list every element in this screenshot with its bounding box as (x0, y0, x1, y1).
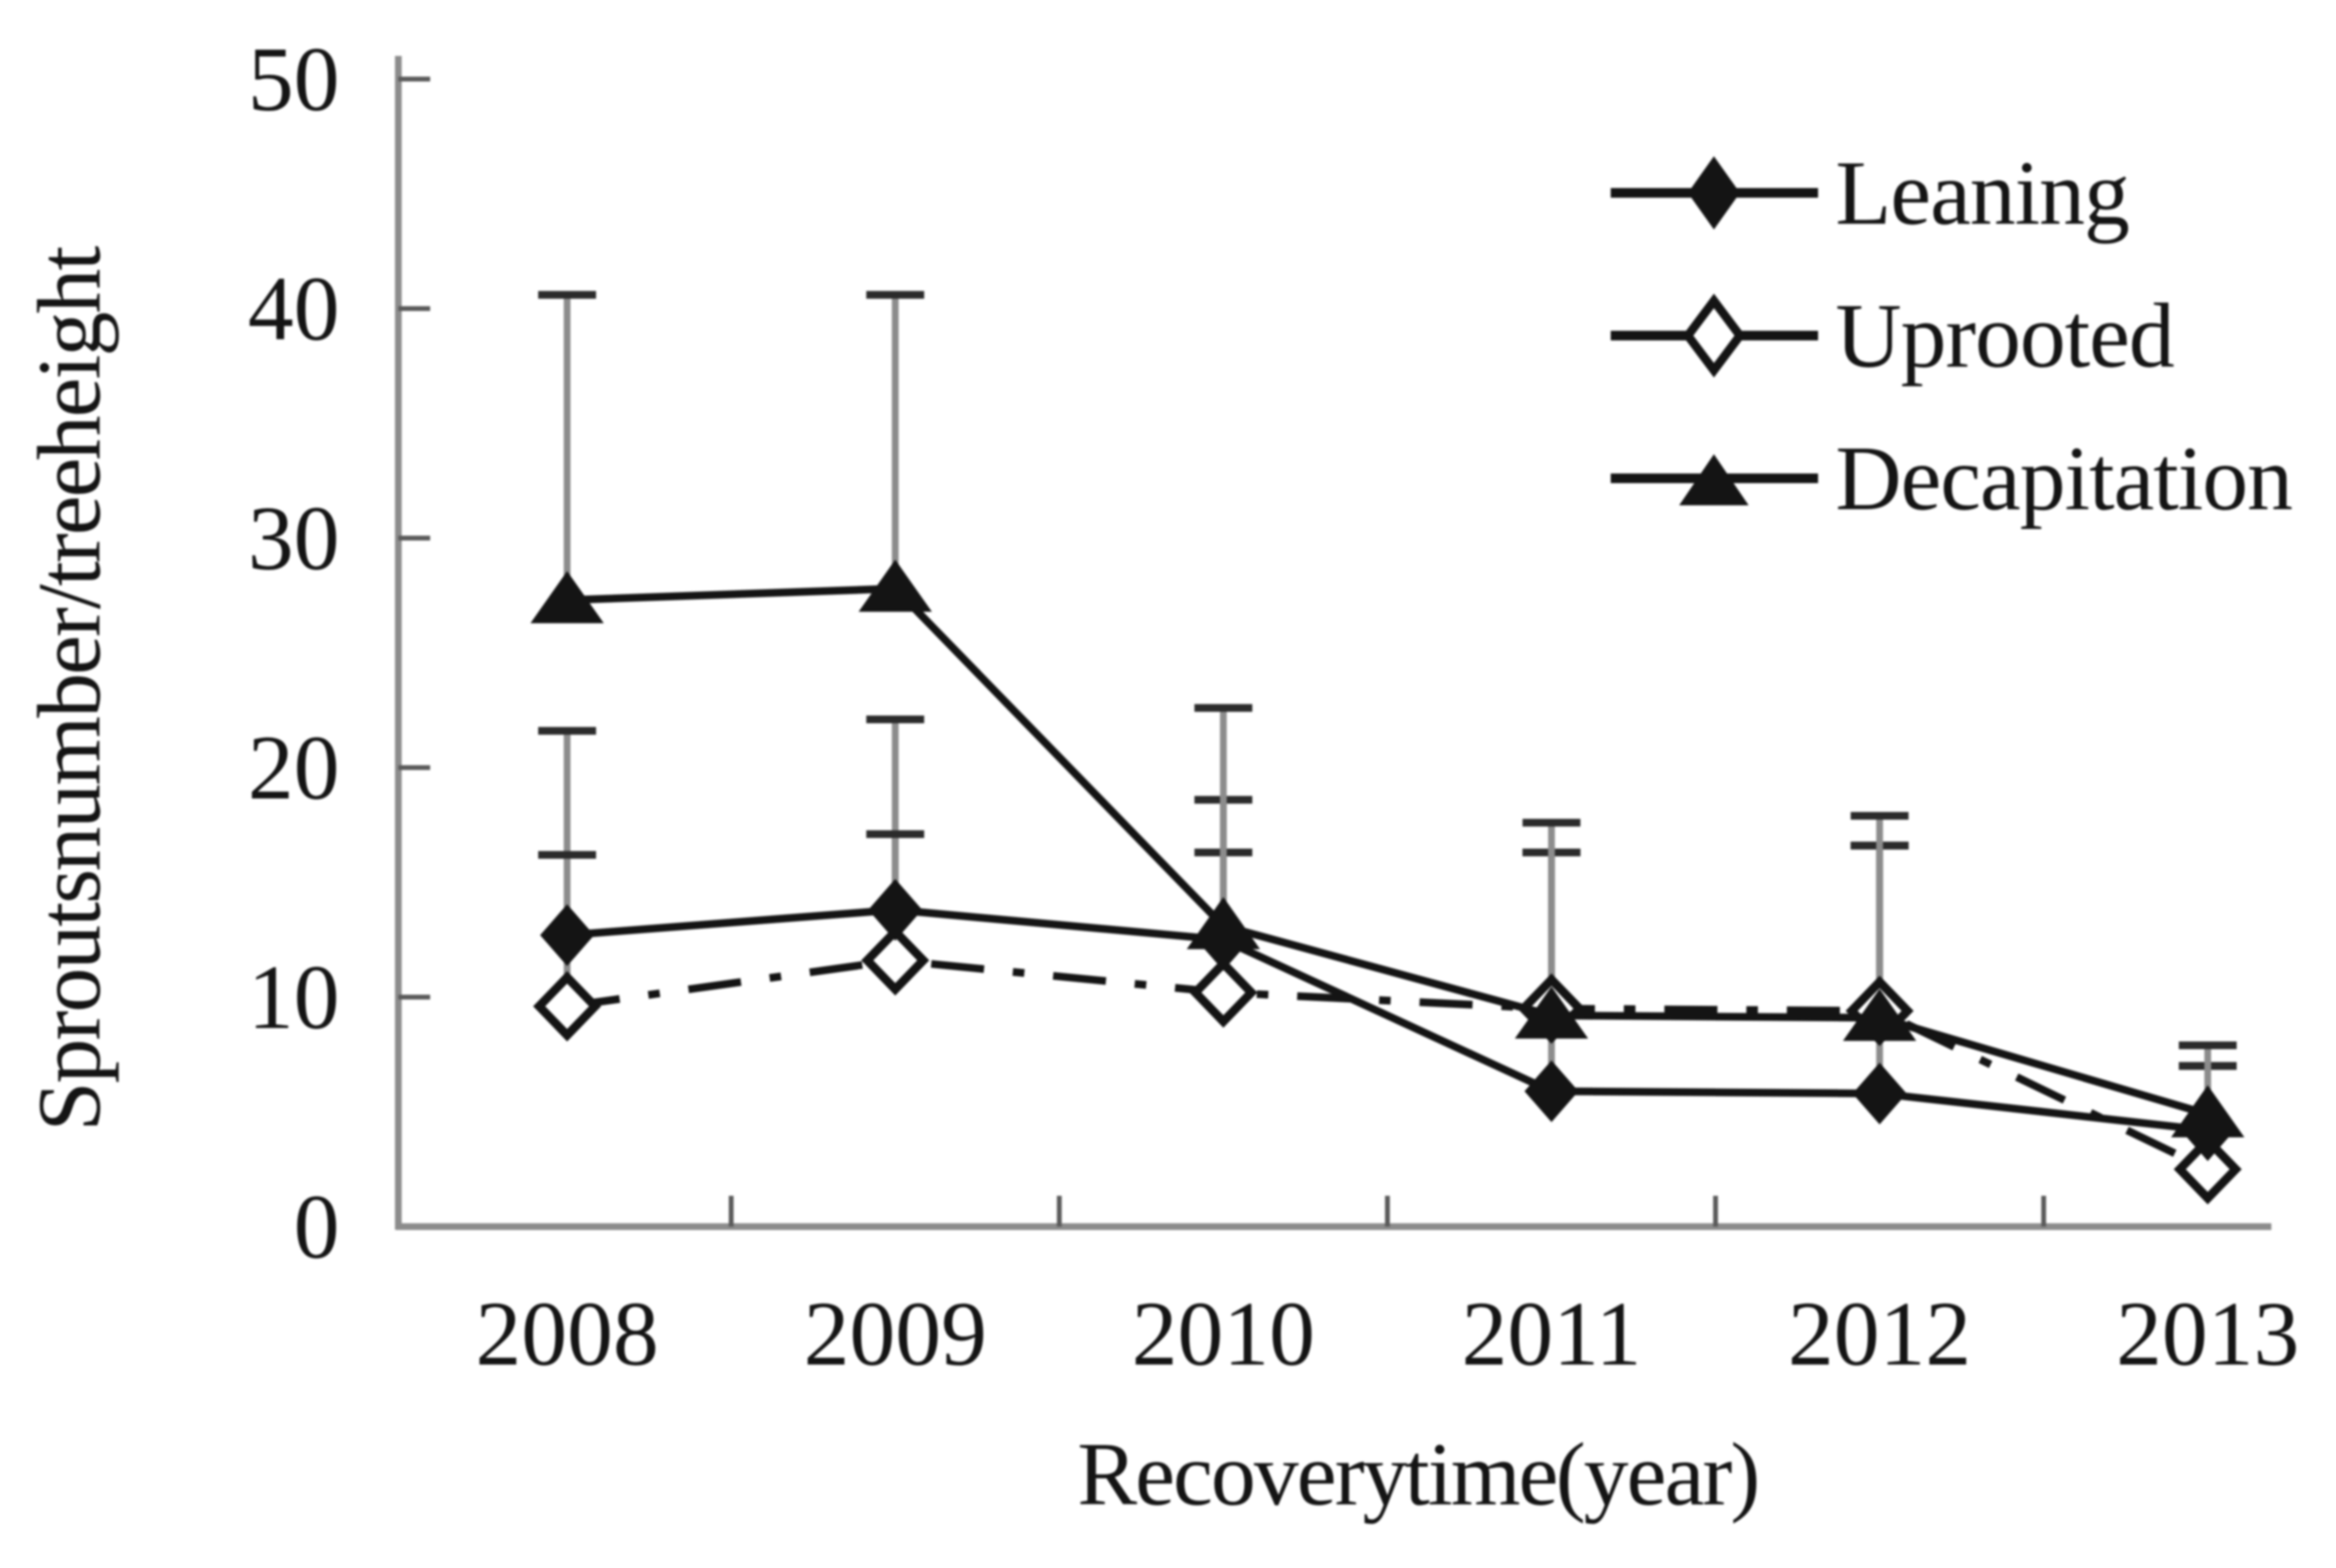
legend-item-leaning (1611, 156, 1818, 230)
leaning-marker (540, 904, 594, 966)
decapitation-marker (1842, 988, 1916, 1041)
legend-label-uprooted: Uprooted (1835, 284, 2174, 387)
leaning-line (566, 906, 2209, 1135)
legend-item-uprooted (1611, 293, 1818, 378)
leaning-marker (1852, 1062, 1907, 1124)
decapitation-marker (1514, 987, 1589, 1040)
leaning-marker (1524, 1060, 1579, 1122)
y-tick-label: 40 (248, 257, 340, 360)
y-tick-label: 0 (294, 1176, 340, 1278)
series-leaning (540, 879, 2235, 1162)
decapitation-marker (858, 559, 933, 612)
x-tick-label: 2012 (1788, 1283, 1971, 1385)
uprooted-line (566, 956, 2210, 1174)
uprooted-marker (2173, 1134, 2242, 1204)
x-tick-label: 2009 (803, 1283, 987, 1385)
x-tick-label: 2013 (2116, 1283, 2299, 1385)
y-tick-label: 20 (248, 716, 340, 819)
uprooted-marker (1189, 957, 1258, 1028)
legend-label-decapitation: Decapitation (1835, 427, 2293, 529)
decapitation-marker (1186, 897, 1261, 950)
open-diamond-icon (1682, 293, 1746, 378)
decapitation-marker (530, 571, 604, 624)
filled-triangle-icon (1679, 454, 1749, 505)
y-tick-label: 30 (248, 487, 340, 589)
decapitation-marker (2171, 1085, 2244, 1138)
legend-item-decapitation (1611, 454, 1818, 505)
legend-label-leaning: Leaning (1835, 142, 2129, 244)
y-axis-title: Sprouts number/tree height (20, 246, 120, 1132)
x-tick-label: 2011 (1461, 1283, 1641, 1385)
x-tick-label: 2010 (1131, 1283, 1315, 1385)
y-tick-label: 10 (248, 946, 340, 1048)
leaning-marker (868, 879, 923, 941)
series-decapitation (530, 559, 2244, 1138)
x-tick-label: 2008 (475, 1283, 659, 1385)
uprooted-marker (860, 925, 930, 996)
x-axis-title: Recovery time (year) (1077, 1425, 1758, 1525)
uprooted-marker (532, 971, 602, 1041)
filled-diamond-icon (1688, 156, 1740, 230)
decapitation-line (566, 584, 2210, 1119)
y-tick-label: 50 (248, 28, 340, 130)
